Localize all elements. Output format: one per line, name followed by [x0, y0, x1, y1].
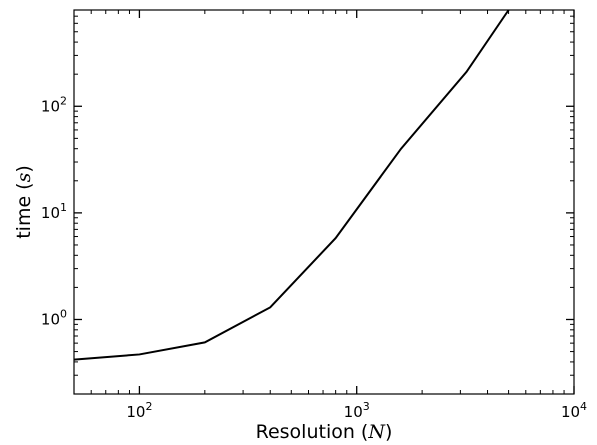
x-tick-labels: 102 103 104: [126, 400, 587, 421]
y-axis-label-variable: s: [13, 172, 35, 182]
plot-frame: [73, 9, 575, 395]
y-tick-label: 102: [41, 94, 67, 115]
x-tick-label: 103: [344, 400, 370, 421]
x-axis-label-text: Resolution: [256, 421, 355, 443]
series-line-0: [73, 9, 510, 361]
x-tick-label: 104: [561, 400, 587, 421]
x-tick-label: 102: [126, 400, 152, 421]
y-tick-label: 100: [41, 307, 67, 328]
axis-ticks: [73, 9, 575, 395]
y-axis-label: time (s): [13, 165, 35, 239]
y-axis-label-text: time: [13, 196, 35, 239]
series-group: [73, 9, 510, 361]
x-axis-label-variable: N: [367, 421, 386, 443]
x-axis-label: Resolution (N): [256, 421, 393, 443]
y-tick-label: 101: [41, 201, 67, 222]
y-tick-labels: 100 101 102: [41, 94, 67, 328]
